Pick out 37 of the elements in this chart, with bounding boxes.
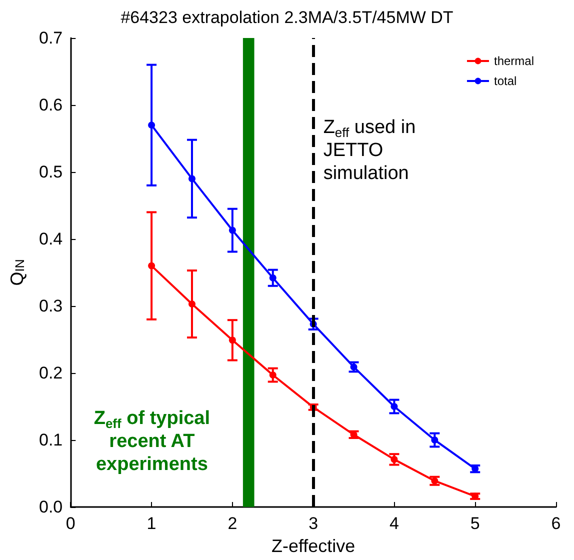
point bbox=[188, 175, 196, 182]
x-tick-label: 3 bbox=[308, 514, 318, 533]
point bbox=[390, 403, 398, 410]
y-tick-label: 0.4 bbox=[39, 230, 63, 248]
y-tick-label: 0.5 bbox=[39, 162, 63, 182]
legend-label: thermal bbox=[494, 54, 534, 68]
point bbox=[148, 122, 156, 129]
point bbox=[350, 363, 358, 370]
point bbox=[228, 226, 236, 234]
point bbox=[472, 465, 479, 472]
chart-title: #64323 extrapolation 2.3MA/3.5T/45MW DT bbox=[120, 8, 454, 27]
point bbox=[148, 262, 156, 270]
legend-label: total bbox=[494, 74, 517, 88]
x-tick-label: 4 bbox=[389, 514, 399, 533]
point bbox=[431, 436, 438, 444]
y-tick-label: 0.1 bbox=[39, 430, 63, 450]
x-tick-label: 0 bbox=[66, 514, 76, 533]
x-tick-label: 2 bbox=[228, 514, 238, 533]
y-axis-title: QIN bbox=[7, 259, 28, 286]
y-tick-label: 0.7 bbox=[39, 28, 63, 48]
point bbox=[269, 372, 276, 379]
x-tick-label: 1 bbox=[146, 514, 156, 533]
x-tick-label: 5 bbox=[470, 514, 480, 533]
y-tick-label: 0.2 bbox=[39, 364, 63, 382]
y-tick-label: 0.3 bbox=[39, 296, 63, 316]
point bbox=[390, 456, 398, 463]
y-tick-label: 0.6 bbox=[39, 96, 63, 114]
band-label: Z$_{eff}$ of typical recent AT experiments bbox=[92, 407, 212, 476]
ref-line-label: Z$_{eff}$ used in JETTO simulation bbox=[323, 116, 417, 185]
point bbox=[188, 300, 196, 308]
point bbox=[472, 492, 479, 500]
point bbox=[228, 336, 236, 344]
x-axis-title: Z-effective bbox=[271, 536, 356, 556]
y-tick-label: 0.0 bbox=[39, 498, 63, 516]
point bbox=[431, 477, 438, 484]
x-tick-label: 6 bbox=[551, 514, 561, 533]
point bbox=[269, 274, 276, 282]
